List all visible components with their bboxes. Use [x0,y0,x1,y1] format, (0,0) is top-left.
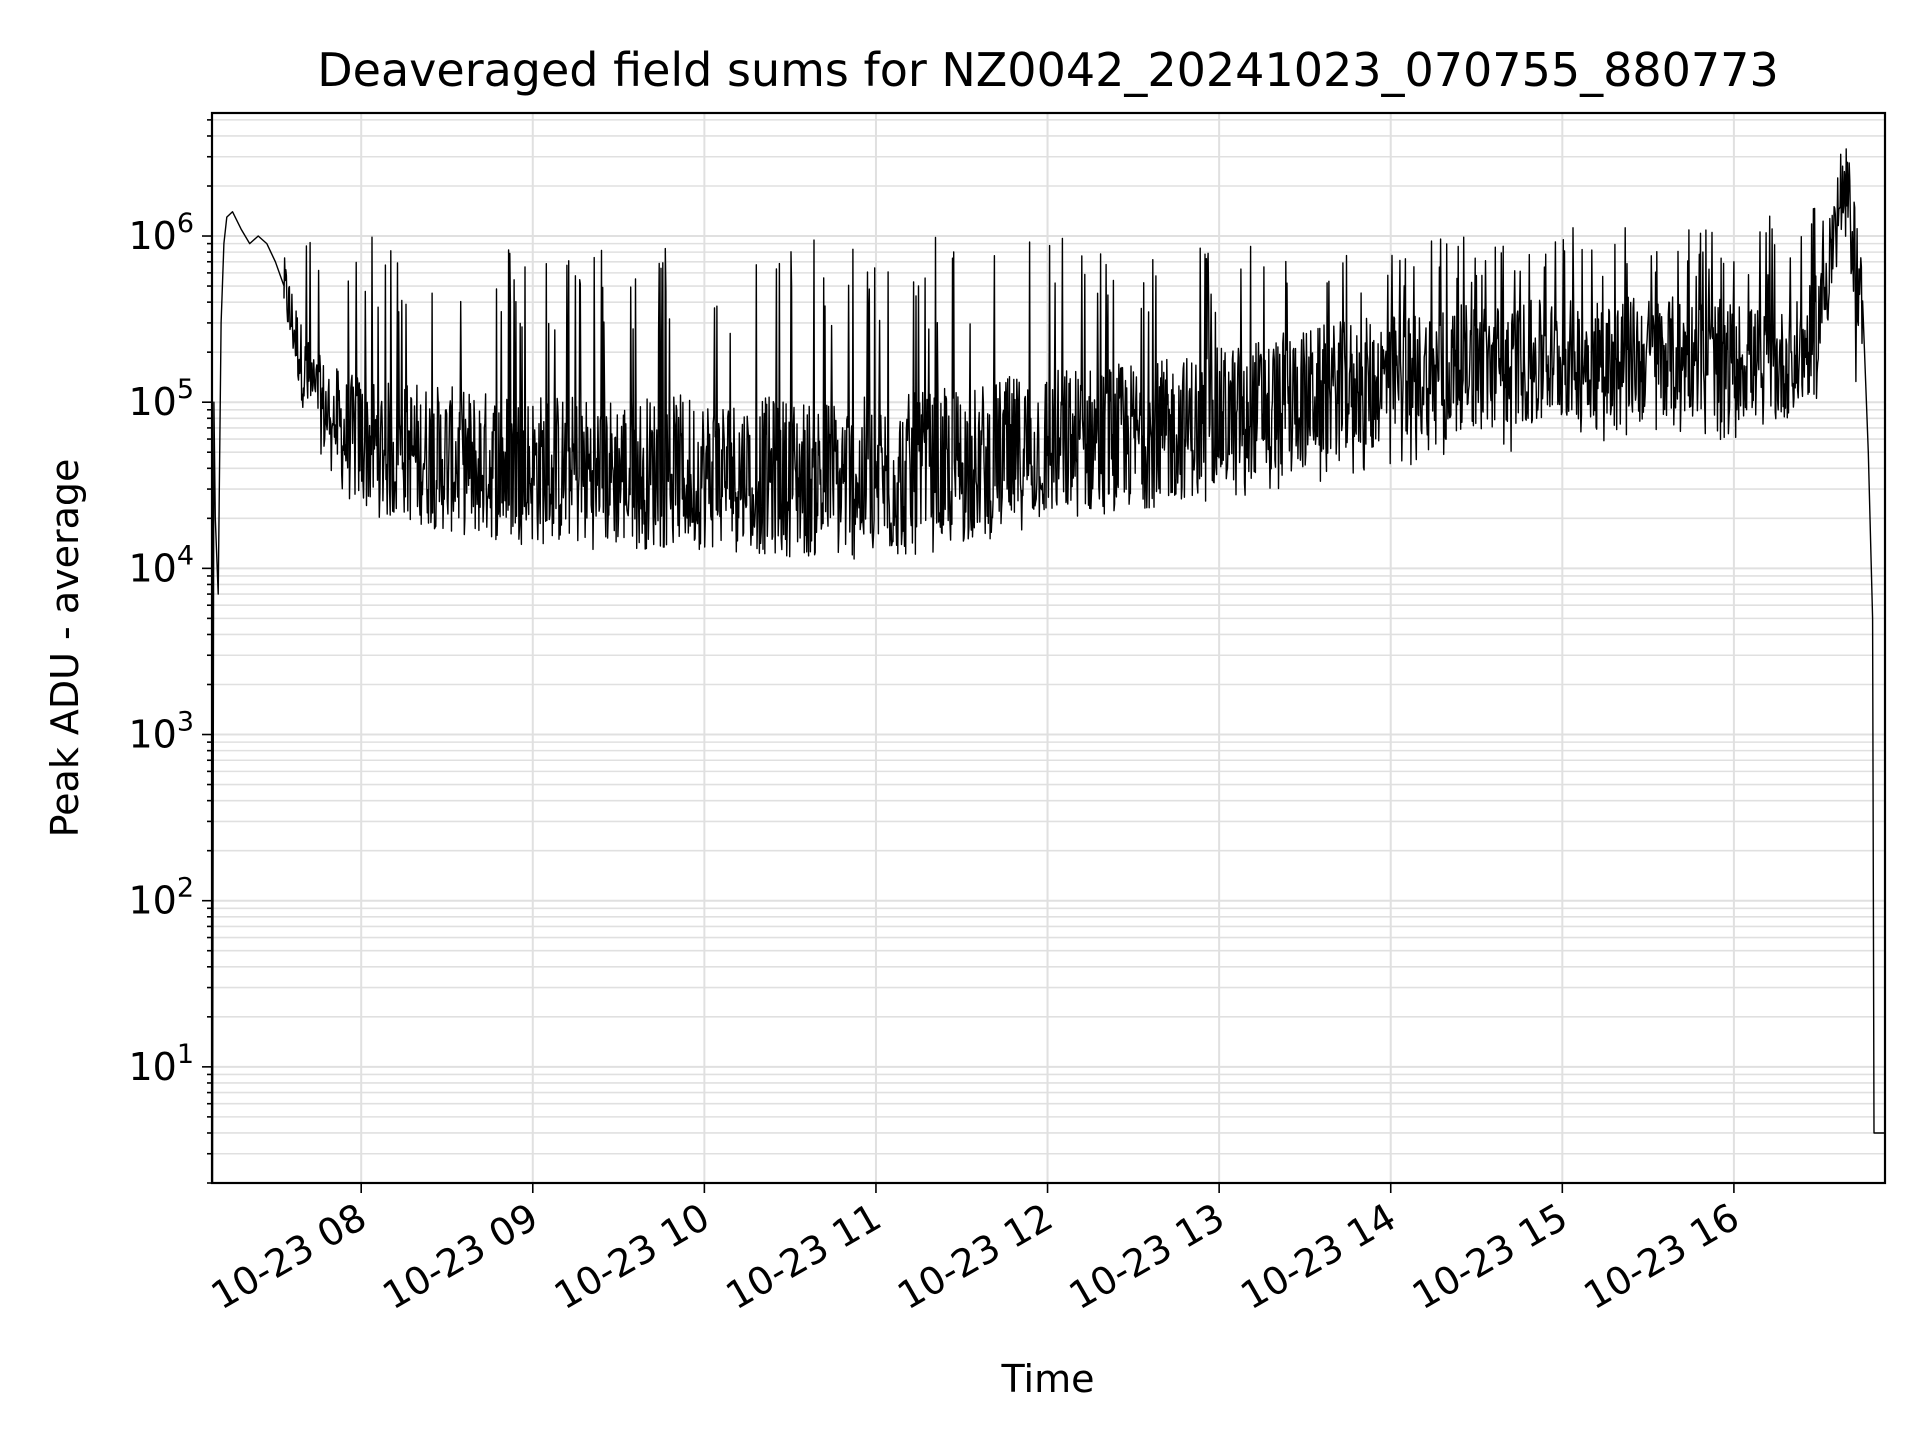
grid-layer [212,113,1885,1184]
series-layer [211,148,1884,1184]
y-tick-label: 102 [128,873,194,923]
plot-frame [210,111,1887,1185]
x-axis-label: Time [1001,1357,1095,1401]
y-tick-label: 103 [128,707,194,757]
y-tick-label: 104 [128,540,194,590]
series-line [211,148,1884,1184]
chart-title: Deaveraged field sums for NZ0042_2024102… [317,43,1778,97]
y-tick-label: 106 [128,208,194,258]
y-axis-label: Peak ADU - average [43,459,87,838]
y-tick-label: 101 [128,1039,194,1089]
y-tick-label: 105 [128,374,194,424]
